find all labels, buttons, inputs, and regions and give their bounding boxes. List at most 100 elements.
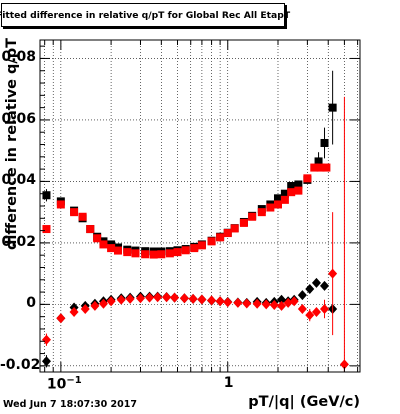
data-point-square [280, 189, 289, 198]
data-point-square [42, 225, 51, 234]
data-point-diamond [125, 293, 135, 304]
x-tick-label: 1 [224, 375, 234, 391]
plot-frame [39, 39, 361, 373]
data-point-diamond [277, 294, 287, 305]
data-point-square [294, 180, 303, 189]
chart-grid [40, 40, 360, 372]
chart-title: Fitted difference in relative q/pT for G… [0, 9, 291, 21]
data-point-diamond [223, 297, 233, 308]
y-tick-label: 0.02 [1, 233, 36, 250]
data-point-square [287, 188, 296, 197]
chart-title-box: Fitted difference in relative q/pT for G… [0, 3, 290, 27]
data-point-diamond [233, 297, 243, 308]
y-tick-label: 0.06 [1, 110, 36, 127]
data-point-diamond [98, 298, 108, 309]
data-point-diamond [179, 293, 189, 304]
data-point-diamond [116, 294, 126, 305]
data-point-diamond [56, 313, 66, 324]
data-point-square [157, 250, 166, 259]
x-tick-label-base: 1 [223, 375, 234, 391]
data-point-diamond [41, 356, 51, 367]
data-point-diamond [153, 292, 163, 303]
data-point-diamond [90, 300, 100, 311]
data-point-square [316, 163, 325, 172]
data-point-square [303, 174, 312, 183]
data-point-square [287, 182, 296, 191]
data-point-square [273, 194, 282, 203]
x-tick-label: 10−1 [47, 375, 82, 393]
data-point-diamond [135, 293, 145, 304]
data-point-square [141, 250, 150, 259]
data-point-diamond [41, 334, 51, 345]
data-point-square [223, 229, 232, 238]
footer-timestamp: Wed Jun 7 18:07:30 2017 [3, 399, 137, 410]
data-point-square [248, 212, 257, 221]
series-3 [41, 96, 349, 372]
data-point-square [322, 163, 331, 172]
data-point-square [216, 233, 225, 242]
data-point-diamond [289, 296, 299, 307]
data-point-diamond [106, 296, 116, 307]
y-axis-title: difference in relative q/pT [4, 38, 20, 250]
data-point-square [99, 240, 108, 249]
data-point-diamond [320, 303, 330, 314]
data-point-square [328, 103, 337, 112]
data-point-diamond [261, 299, 271, 310]
data-point-square [173, 248, 182, 257]
data-point-square [207, 237, 216, 246]
data-point-square [123, 248, 132, 257]
data-point-diamond [170, 292, 180, 303]
y-tick-label: -0.02 [0, 356, 41, 373]
data-point-diamond [207, 295, 217, 306]
data-point-square [294, 186, 303, 195]
data-point-square [86, 225, 95, 234]
series-1 [42, 163, 331, 259]
data-point-square [310, 163, 319, 172]
data-point-diamond [242, 298, 252, 309]
y-tick-label: 0 [26, 295, 36, 312]
data-point-square [197, 241, 206, 250]
y-tick-label: 0.04 [1, 172, 36, 189]
data-point-diamond [252, 298, 262, 309]
data-point-square [230, 224, 239, 233]
data-point-square [70, 208, 79, 217]
chart-ticks [40, 40, 360, 372]
data-point-square [56, 200, 65, 209]
data-point-square [107, 244, 116, 253]
data-point-diamond [283, 297, 293, 308]
data-point-square [273, 200, 282, 209]
data-point-square [314, 157, 323, 166]
x-tick-label-base: 10 [46, 376, 67, 393]
chart-marks [41, 70, 349, 372]
data-point-square [320, 138, 329, 147]
data-point-diamond [320, 280, 330, 291]
data-point-diamond [339, 359, 349, 370]
data-point-square [131, 249, 140, 258]
data-point-square [149, 250, 158, 259]
data-point-square [93, 234, 102, 243]
series-2 [41, 277, 338, 368]
data-point-square [78, 212, 87, 221]
data-point-diamond [311, 277, 321, 288]
data-point-diamond [80, 303, 90, 314]
x-tick-label-exponent: −1 [66, 375, 82, 386]
data-point-square [190, 244, 199, 253]
data-point-square [280, 195, 289, 204]
data-point-square [42, 191, 51, 200]
data-point-diamond [69, 307, 79, 318]
data-point-diamond [162, 292, 172, 303]
data-point-diamond [311, 307, 321, 318]
data-point-diamond [305, 310, 315, 321]
data-point-square [181, 246, 190, 255]
data-point-square [239, 218, 248, 227]
data-point-diamond [145, 292, 155, 303]
data-point-diamond [269, 299, 279, 310]
data-point-diamond [328, 268, 338, 279]
data-point-diamond [297, 303, 307, 314]
data-point-diamond [297, 290, 307, 301]
data-point-square [257, 208, 266, 217]
data-point-diamond [215, 296, 225, 307]
data-point-diamond [277, 300, 287, 311]
data-point-diamond [305, 284, 315, 294]
